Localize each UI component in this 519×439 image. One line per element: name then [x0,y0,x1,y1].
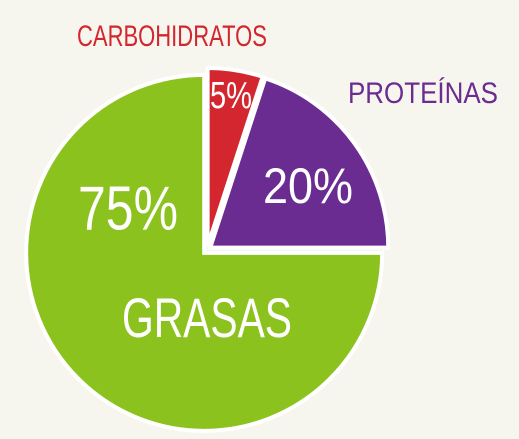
pie-slice [205,66,266,247]
category-label: GRASAS [122,286,292,349]
value-label: 5% [210,75,252,117]
category-label: CARBOHIDRATOS [77,20,267,53]
pie-slice [24,72,385,433]
pie-slice [207,75,391,250]
value-label: 20% [263,158,353,214]
category-label: PROTEÍNAS [348,77,498,110]
value-label: 75% [78,174,178,243]
